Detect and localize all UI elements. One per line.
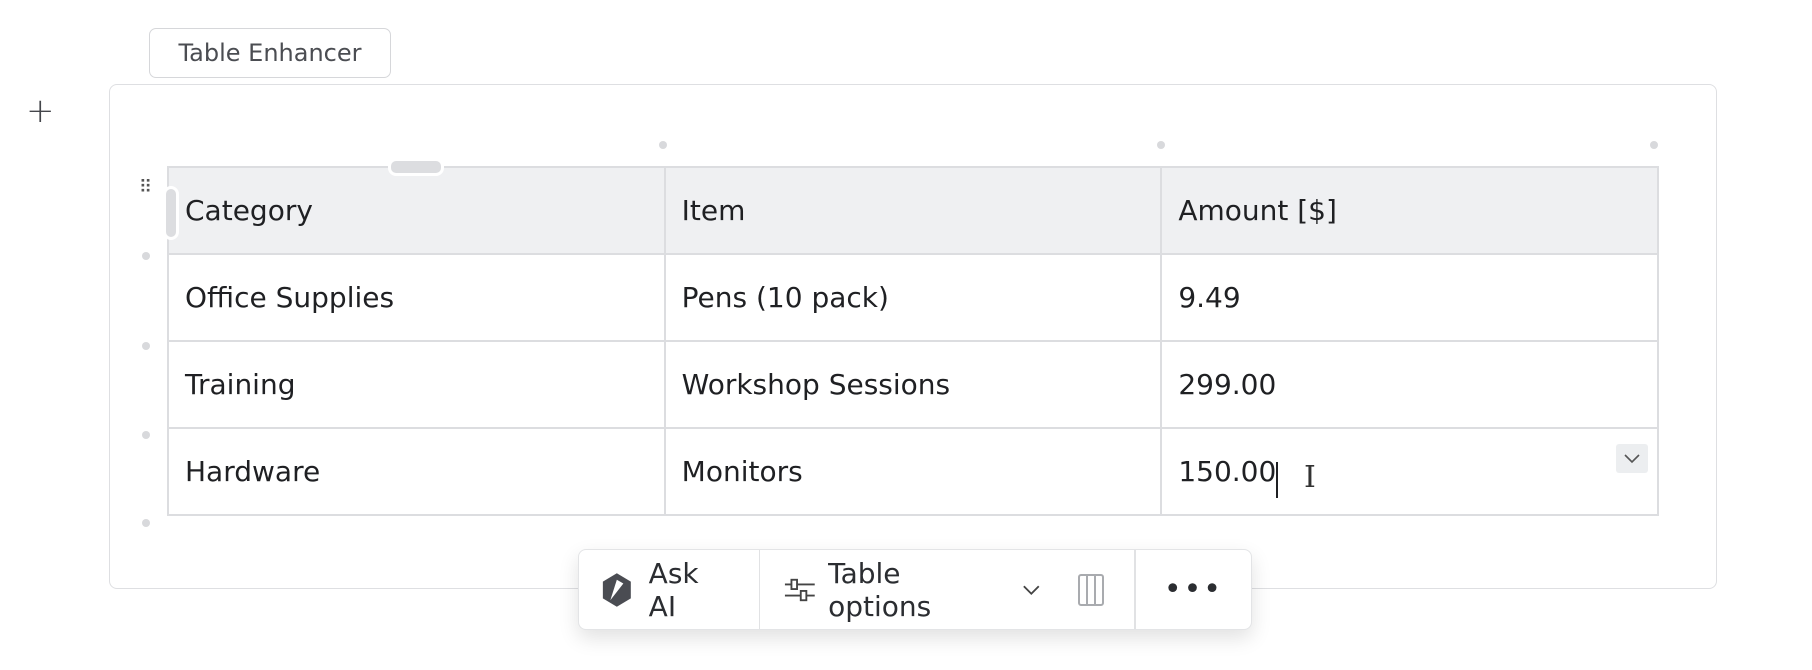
table-header-row: Category Item Amount [$]: [167, 166, 1659, 255]
table-row: Office Supplies Pens (10 pack) 9.49: [167, 253, 1659, 342]
header-cell[interactable]: Amount [$]: [1160, 166, 1659, 255]
data-table: Category Item Amount [$] Office Supplies…: [167, 166, 1659, 516]
more-button[interactable]: •••: [1136, 550, 1251, 629]
table-cell[interactable]: Monitors: [663, 427, 1163, 516]
columns-button[interactable]: [1040, 550, 1134, 629]
table-cell[interactable]: Training: [167, 340, 666, 429]
column-insert-dot[interactable]: [1157, 141, 1165, 149]
row-insert-dot[interactable]: [142, 252, 150, 260]
table-options-button[interactable]: Table options: [760, 550, 1040, 629]
row-resize-handle[interactable]: [163, 186, 179, 240]
block-label[interactable]: Table Enhancer: [149, 28, 391, 78]
columns-icon: [1078, 573, 1105, 606]
chevron-down-icon: [1023, 585, 1040, 595]
table-toolbar: Ask AI Table options •••: [578, 549, 1252, 630]
text-caret: [1276, 462, 1278, 498]
column-resize-handle[interactable]: [388, 158, 444, 176]
sliders-icon: [785, 578, 816, 601]
header-cell[interactable]: Item: [663, 166, 1163, 255]
ai-logo-icon: [602, 572, 631, 607]
table-options-label: Table options: [828, 556, 932, 623]
table-row: Training Workshop Sessions 299.00: [167, 340, 1659, 429]
table-cell[interactable]: Hardware: [167, 427, 666, 516]
cell-dropdown-button[interactable]: [1616, 444, 1648, 473]
ask-ai-label: Ask AI: [648, 556, 699, 623]
column-insert-dot[interactable]: [1650, 141, 1658, 149]
table-cell[interactable]: Pens (10 pack): [663, 253, 1163, 342]
chevron-down-icon: [1624, 453, 1640, 463]
table-cell[interactable]: Office Supplies: [167, 253, 666, 342]
table-cell[interactable]: 9.49: [1160, 253, 1659, 342]
more-icon: •••: [1163, 572, 1223, 607]
plus-icon[interactable]: +: [26, 91, 55, 131]
table-cell[interactable]: 299.00: [1160, 340, 1659, 429]
table-cell-active[interactable]: 150.00: [1160, 427, 1659, 516]
toolbar-divider: [759, 550, 761, 629]
column-insert-dot[interactable]: [659, 141, 667, 149]
header-cell[interactable]: Category: [167, 166, 666, 255]
table-row: Hardware Monitors 150.00: [167, 427, 1659, 516]
toolbar-divider: [1134, 550, 1136, 629]
drag-handle-icon[interactable]: ⠿: [139, 177, 152, 198]
table-cell[interactable]: Workshop Sessions: [663, 340, 1163, 429]
row-insert-dot[interactable]: [142, 342, 150, 350]
text-cursor-icon: I: [1304, 460, 1316, 495]
row-insert-dot[interactable]: [142, 431, 150, 439]
row-insert-dot[interactable]: [142, 519, 150, 527]
ask-ai-button[interactable]: Ask AI: [579, 550, 759, 629]
